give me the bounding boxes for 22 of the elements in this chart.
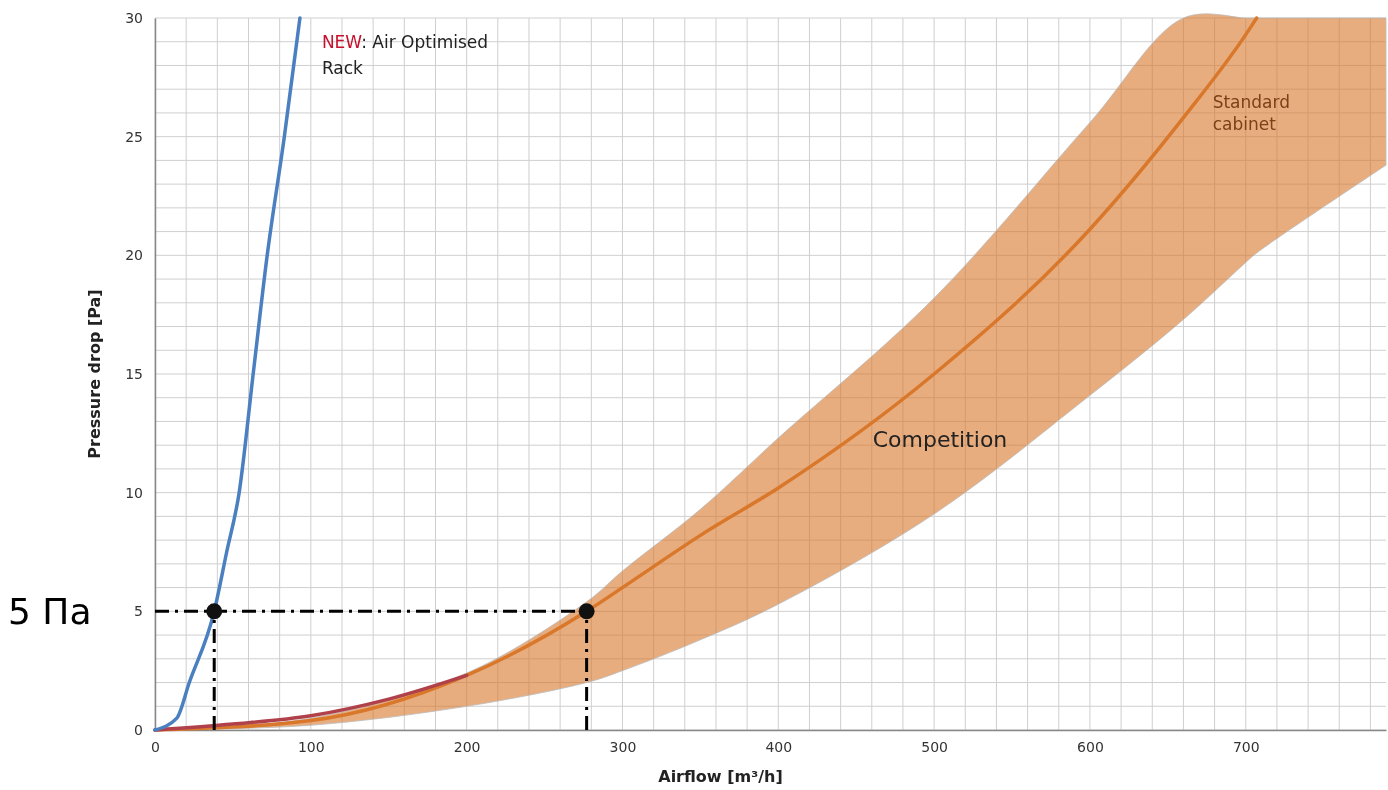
- y-tick-label: 20: [125, 247, 143, 264]
- x-axis-title: Airflow [m³/h]: [658, 767, 783, 786]
- x-tick-label: 200: [453, 738, 481, 755]
- x-tick-label: 600: [1077, 738, 1104, 755]
- x-tick-label: 300: [609, 738, 637, 755]
- y-tick-label: 0: [134, 721, 143, 738]
- series-label: NEW: Air Optimised Rack: [321, 32, 489, 78]
- y-tick-label: 25: [125, 128, 143, 145]
- ref-line-label: 5 Па: [8, 591, 92, 633]
- y-axis-title: Pressure drop [Pa]: [85, 289, 104, 459]
- x-tick-label: 100: [297, 738, 325, 755]
- series-label: Standard cabinet: [1212, 92, 1291, 134]
- line-series: [153, 673, 469, 732]
- y-tick-label: 5: [134, 603, 143, 620]
- x-tick-label: 700: [1232, 738, 1260, 755]
- y-tick-label: 15: [125, 365, 143, 382]
- x-tick-label: 500: [921, 738, 948, 755]
- annotation: Competition: [872, 427, 1008, 452]
- y-tick-label: 10: [125, 484, 143, 501]
- y-tick-label: 30: [125, 9, 143, 26]
- x-tick-label: 400: [765, 738, 793, 755]
- x-tick-label: 0: [151, 738, 160, 755]
